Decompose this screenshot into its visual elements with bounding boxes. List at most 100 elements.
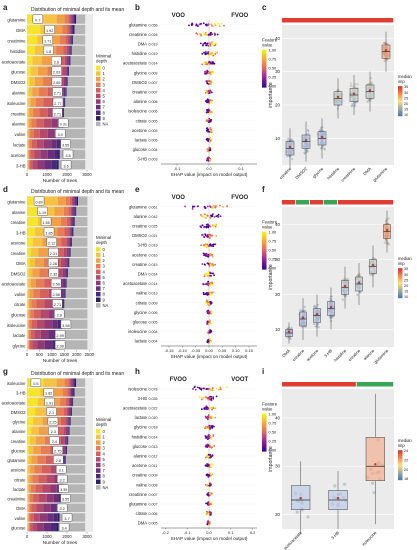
bar-segment [28,268,33,278]
bar-segment [27,522,28,532]
feature-label: glucose [133,320,148,325]
shap-point [202,252,205,255]
legend-label: 6 [103,281,106,286]
shap-point [206,243,209,246]
shap-point [200,244,202,247]
legend-label: 9 [103,116,106,121]
category-label: lactate [13,487,26,492]
mean-point [336,496,340,500]
shap-point [198,386,201,389]
shap-point [211,454,214,457]
jitter-point [319,127,322,130]
bar-segment [27,139,28,149]
bar-segment [66,278,88,288]
bar-segment [61,288,64,298]
legend-swatch [96,104,101,110]
bar-segment [73,206,75,216]
mean-label: 2.58 [52,283,59,287]
feature-label: glycine [134,70,148,75]
bar-segment [31,118,37,128]
bar-segment [28,299,32,309]
category-label: acetoacetate [2,282,27,287]
bar-segment [48,329,56,340]
shap-point [207,91,210,94]
category-label: alanine [12,90,26,95]
mean-point [299,496,302,500]
feature-label: glucose [133,444,148,449]
x-axis-label: Number of trees [43,358,78,364]
legend-label: 7 [103,286,106,291]
colorbar-label: 0.75 [269,421,278,426]
bar-segment [68,56,70,66]
mean-label: 2.71 [54,303,61,307]
bar-segment [58,494,61,503]
shap-point [219,215,222,218]
category-label: acetone [11,241,27,246]
feature-label: citrate [136,511,148,516]
category-label: isoleucine [7,381,26,386]
mean-point [336,95,340,99]
shap-point [218,25,221,28]
shap-point [206,521,209,524]
category-label: acetone [11,468,27,473]
bar-segment [69,417,71,426]
shap-point [201,234,204,236]
mean-point [385,228,389,232]
mean-shap-value: 0.013 [149,292,158,296]
shap-point [207,52,209,55]
shap-point [196,33,199,36]
shap-point [210,395,213,398]
bar-segment [65,288,88,298]
shap-point [207,156,210,159]
x-tick-label: 0.2 [250,530,256,535]
bar-segment [34,465,42,474]
shap-point [194,388,197,391]
bar-segment [64,97,66,107]
legend-swatch [96,99,101,104]
bar-segment [54,474,60,484]
category-label: glutamine [7,458,26,463]
bar-segment [28,319,30,329]
legend-title: imp [398,443,405,448]
legend-label: 8 [103,292,106,297]
bar-segment [27,513,29,522]
bar-segment [67,426,69,436]
bar-segment [43,196,58,206]
mean-shap-value: 0.014 [149,273,158,277]
category-label: DMSO2 [11,80,27,85]
x-category-label: creatine [347,348,362,363]
bar-segment [27,436,30,445]
bar-segment [36,118,44,128]
bar-segment [60,503,86,513]
bar-segment [28,128,31,139]
y-axis-label: importance [268,264,274,290]
bar-segment [74,206,76,216]
shap-point [207,130,210,133]
bar-segment [33,108,40,118]
shap-point [205,406,207,409]
bar-segment [31,503,37,513]
jitter-point [313,323,316,326]
bar-segment [39,513,48,522]
bar-segment [37,455,46,464]
shap-point [206,474,209,477]
mean-label: 3.6 [63,164,68,168]
shap-point [206,262,209,265]
shap-point [202,387,205,390]
bar-segment [60,139,86,149]
group-label-right: FVOO [231,13,248,19]
bar-segment [71,388,73,397]
bar-segment [71,407,86,416]
panel-c-box-chart: 10 20 30 40 importance creatine DMSO2 glycine hi… [268,18,412,183]
shap-point [208,443,211,446]
shap-point [216,51,219,54]
legend-label: 0 [103,65,106,70]
category-label: lactate [13,333,26,338]
feature-label: valine [136,291,148,296]
bar-segment [31,426,40,436]
mean-label-box [56,503,68,512]
feature-label: glucose [133,147,148,152]
group-label-left: FVOO [170,377,187,383]
bar-segment [28,309,31,319]
shap-point [205,388,208,390]
